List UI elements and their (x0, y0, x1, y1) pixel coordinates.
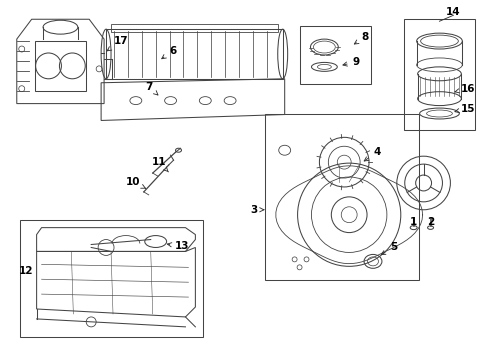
Text: 1: 1 (409, 217, 416, 227)
Text: 14: 14 (445, 7, 460, 17)
Bar (111, 24, 277, 32)
Text: 3: 3 (250, 205, 264, 215)
Text: 9: 9 (342, 57, 359, 67)
Bar (20, 220, 203, 337)
Text: 13: 13 (167, 242, 189, 252)
Text: 2: 2 (426, 217, 433, 227)
Text: 12: 12 (19, 266, 33, 276)
Text: 16: 16 (454, 84, 474, 94)
Text: 10: 10 (125, 177, 145, 188)
Text: 8: 8 (354, 32, 368, 44)
Text: 7: 7 (145, 82, 158, 95)
Text: 15: 15 (454, 104, 474, 113)
Bar (299, 26, 370, 84)
Text: 6: 6 (162, 46, 176, 59)
Bar (264, 113, 418, 280)
Bar (403, 19, 474, 130)
Text: 17: 17 (107, 36, 128, 51)
Text: 11: 11 (151, 157, 168, 172)
Bar (106, 29, 282, 79)
Bar (35, 41, 86, 91)
Text: 4: 4 (364, 147, 380, 161)
Text: 5: 5 (381, 243, 397, 255)
